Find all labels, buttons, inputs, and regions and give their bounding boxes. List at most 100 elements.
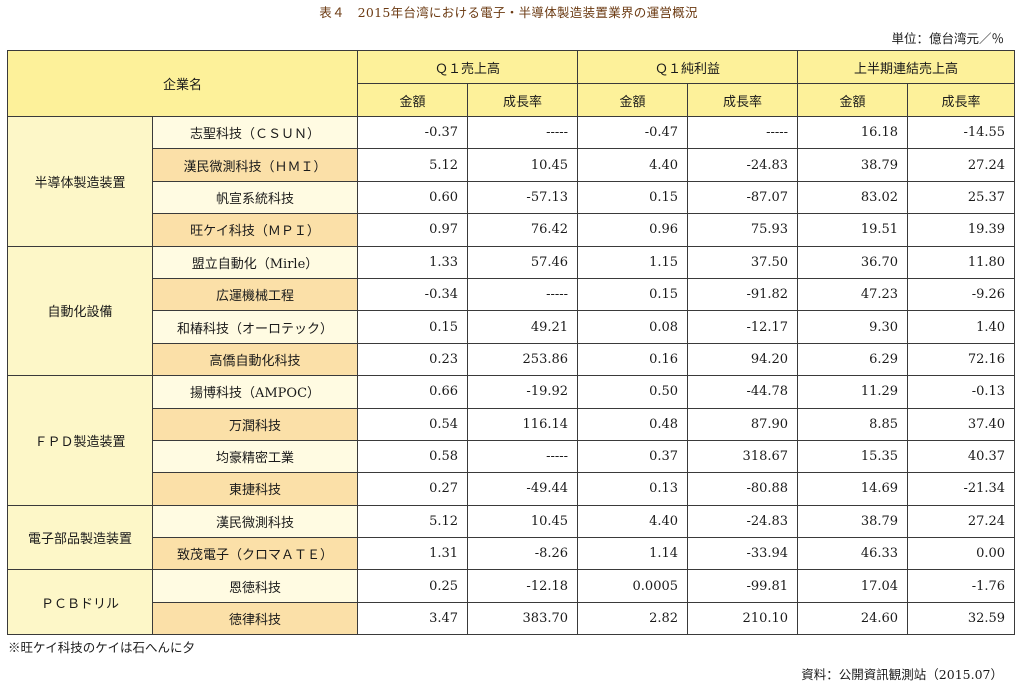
value-cell: 0.66 bbox=[357, 375, 469, 409]
value-cell: 11.80 bbox=[907, 245, 1016, 279]
subheader-growth: 成長率 bbox=[687, 83, 799, 117]
value-cell: 4.40 bbox=[577, 148, 689, 182]
value-cell: 27.24 bbox=[907, 148, 1016, 182]
value-cell: 46.33 bbox=[797, 537, 909, 571]
value-cell: 6.29 bbox=[797, 342, 909, 377]
unit-label: 単位：億台湾元／％ bbox=[891, 31, 1004, 46]
company-name: 東捷科技 bbox=[151, 472, 359, 506]
company-name: 徳律科技 bbox=[151, 601, 359, 636]
value-cell: 17.04 bbox=[797, 569, 909, 603]
value-cell: -24.83 bbox=[687, 504, 799, 539]
value-cell: ----- bbox=[467, 277, 579, 312]
value-cell: 2.82 bbox=[577, 601, 689, 636]
value-cell: -49.44 bbox=[467, 472, 579, 506]
value-cell: -87.07 bbox=[687, 180, 799, 215]
value-cell: 5.12 bbox=[357, 504, 469, 539]
value-cell: -0.34 bbox=[357, 277, 469, 312]
value-cell: -21.34 bbox=[907, 472, 1016, 506]
header-q1-net-profit: Ｑ１純利益 bbox=[577, 50, 799, 84]
company-name: 均豪精密工業 bbox=[151, 439, 359, 474]
value-cell: 38.79 bbox=[797, 504, 909, 539]
company-name: 揚博科技（AMPOC） bbox=[151, 375, 359, 409]
value-cell: -44.78 bbox=[687, 375, 799, 409]
value-cell: 0.25 bbox=[357, 569, 469, 603]
value-cell: 0.08 bbox=[577, 310, 689, 344]
company-name: 万潤科技 bbox=[151, 407, 359, 441]
value-cell: 76.42 bbox=[467, 213, 579, 247]
value-cell: 32.59 bbox=[907, 601, 1016, 636]
value-cell: -12.18 bbox=[467, 569, 579, 603]
header-h1-consolidated-sales: 上半期連結売上高 bbox=[797, 50, 1016, 84]
category-label: ＰＣＢドリル bbox=[7, 569, 153, 636]
company-name: 広運機械工程 bbox=[151, 277, 359, 312]
company-name: 恩徳科技 bbox=[151, 569, 359, 603]
value-cell: 0.16 bbox=[577, 342, 689, 377]
value-cell: 16.18 bbox=[797, 115, 909, 150]
value-cell: 1.40 bbox=[907, 310, 1016, 344]
value-cell: 3.47 bbox=[357, 601, 469, 636]
value-cell: 4.40 bbox=[577, 504, 689, 539]
company-name: 和椿科技（オーロテック） bbox=[151, 310, 359, 344]
category-label: 半導体製造装置 bbox=[7, 116, 153, 247]
value-cell: 0.48 bbox=[577, 407, 689, 441]
table-row: 和椿科技（オーロテック） 0.15 49.21 0.08 -12.17 9.30 1.40 bbox=[8, 310, 1016, 344]
table-row: 漢民微測科技（ＨＭＩ） 5.12 10.45 4.40 -24.83 38.79 27.24 bbox=[8, 148, 1016, 182]
value-cell: -91.82 bbox=[687, 277, 799, 312]
value-cell: 75.93 bbox=[687, 213, 799, 247]
value-cell: -0.37 bbox=[357, 115, 469, 150]
company-name: 致茂電子（クロマＡＴＥ） bbox=[151, 537, 359, 571]
value-cell: 15.35 bbox=[797, 439, 909, 474]
value-cell: 9.30 bbox=[797, 310, 909, 344]
value-cell: -24.83 bbox=[687, 148, 799, 182]
header-company: 企業名 bbox=[6, 50, 359, 117]
value-cell: 1.31 bbox=[357, 537, 469, 571]
value-cell: -0.13 bbox=[907, 375, 1016, 409]
category-label: 電子部品製造装置 bbox=[7, 504, 153, 571]
subheader-growth: 成長率 bbox=[467, 83, 579, 117]
value-cell: 37.40 bbox=[907, 407, 1016, 441]
value-cell: 0.27 bbox=[357, 472, 469, 506]
value-cell: -19.92 bbox=[467, 375, 579, 409]
value-cell: 49.21 bbox=[467, 310, 579, 344]
table-row: 電子部品製造装置 漢民微測科技 5.12 10.45 4.40 -24.83 38.79 27… bbox=[7, 504, 1016, 571]
value-cell: 27.24 bbox=[907, 504, 1016, 539]
table-row: 万潤科技 0.54 116.14 0.48 87.90 8.85 37.40 bbox=[8, 407, 1016, 441]
value-cell: 72.16 bbox=[907, 342, 1016, 377]
value-cell: 0.0005 bbox=[577, 569, 689, 603]
value-cell: -14.55 bbox=[907, 115, 1016, 150]
value-cell: 210.10 bbox=[687, 601, 799, 636]
table-row: ＦＰＤ製造装置 揚博科技（AMPOC） 0.66 -19.92 0.50 -44.78 11… bbox=[7, 375, 1016, 506]
subheader-amount: 金額 bbox=[357, 83, 469, 117]
category-label: 自動化設備 bbox=[7, 245, 153, 377]
value-cell: 10.45 bbox=[467, 504, 579, 539]
company-name: 漢民微測科技 bbox=[151, 504, 359, 539]
value-cell: 14.69 bbox=[797, 472, 909, 506]
value-cell: 83.02 bbox=[797, 180, 909, 215]
table-row: 高僑自動化科技 0.23 253.86 0.16 94.20 6.29 72.16 bbox=[8, 342, 1016, 377]
table-row: ＰＣＢドリル 恩徳科技 0.25 -12.18 0.0005 -99.81 17.04 -1.… bbox=[7, 569, 1016, 636]
subheader-amount: 金額 bbox=[577, 83, 689, 117]
value-cell: 8.85 bbox=[797, 407, 909, 441]
value-cell: 0.50 bbox=[577, 375, 689, 409]
table-row: 旺ケイ科技（ＭＰＩ） 0.97 76.42 0.96 75.93 19.51 19.39 bbox=[8, 213, 1016, 247]
value-cell: 10.45 bbox=[467, 148, 579, 182]
value-cell: -99.81 bbox=[687, 569, 799, 603]
value-cell: 0.15 bbox=[577, 277, 689, 312]
value-cell: 40.37 bbox=[907, 439, 1016, 474]
subheader-amount: 金額 bbox=[797, 83, 909, 117]
category-label: ＦＰＤ製造装置 bbox=[7, 375, 153, 506]
value-cell: 87.90 bbox=[687, 407, 799, 441]
value-cell: 11.29 bbox=[797, 375, 909, 409]
value-cell: 1.15 bbox=[577, 245, 689, 279]
company-name: 志聖科技（ＣＳＵＮ） bbox=[151, 115, 359, 150]
value-cell: 0.13 bbox=[577, 472, 689, 506]
footnote: ※旺ケイ科技のケイは石へんに夕 bbox=[8, 640, 196, 655]
table-row: 東捷科技 0.27 -49.44 0.13 -80.88 14.69 -21.34 bbox=[8, 472, 1016, 506]
value-cell: 1.33 bbox=[357, 245, 469, 279]
subheader-growth: 成長率 bbox=[907, 83, 1016, 117]
value-cell: 0.60 bbox=[357, 180, 469, 215]
value-cell: 0.97 bbox=[357, 213, 469, 247]
value-cell: 57.46 bbox=[467, 245, 579, 279]
value-cell: -0.47 bbox=[577, 115, 689, 150]
value-cell: 383.70 bbox=[467, 601, 579, 636]
